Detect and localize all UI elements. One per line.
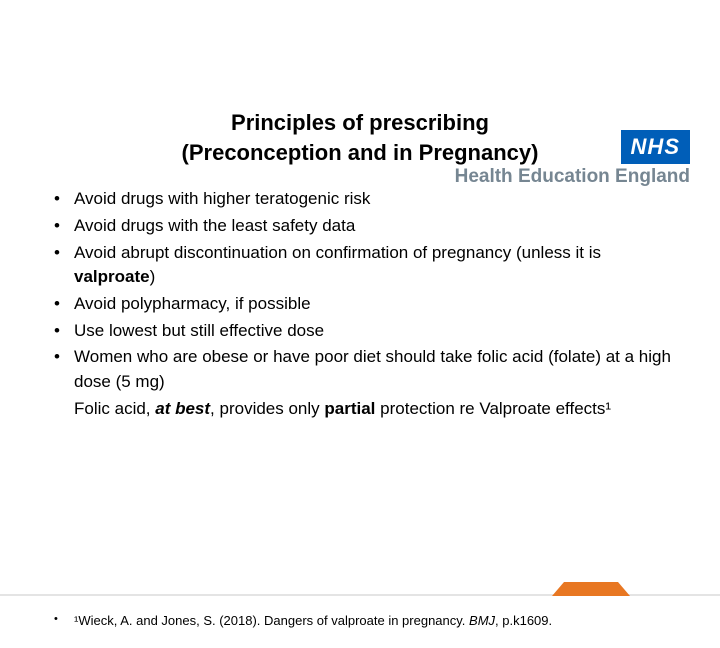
accent-tab [552, 582, 630, 596]
text: Folic acid, [74, 399, 155, 418]
list-item: Avoid polypharmacy, if possible [48, 292, 680, 317]
continuation-line: Folic acid, at best, provides only parti… [48, 397, 680, 422]
citation-journal: BMJ [469, 613, 495, 628]
citation: ¹Wieck, A. and Jones, S. (2018). Dangers… [48, 613, 690, 628]
nhs-logo: NHS [621, 130, 690, 164]
title-line-2: (Preconception and in Pregnancy) [182, 140, 539, 165]
bold-text: partial [324, 399, 375, 418]
bold-italic-text: at best [155, 399, 210, 418]
title-line-1: Principles of prescribing [231, 110, 489, 135]
list-item: Avoid abrupt discontinuation on confirma… [48, 241, 680, 290]
list-item: Avoid drugs with the least safety data [48, 214, 680, 239]
list-item: Use lowest but still effective dose [48, 319, 680, 344]
text: protection re Valproate effects¹ [375, 399, 611, 418]
bullet-list: Avoid drugs with higher teratogenic risk… [48, 187, 680, 394]
slide-title: Principles of prescribing (Preconception… [0, 108, 720, 167]
text: Women who are obese or have poor diet sh… [74, 347, 671, 391]
text: ) [150, 267, 156, 286]
text: , provides only [210, 399, 324, 418]
citation-text: , p.k1609. [495, 613, 552, 628]
citation-text: ¹Wieck, A. and Jones, S. (2018). Dangers… [74, 613, 469, 628]
list-item: Avoid drugs with higher teratogenic risk [48, 187, 680, 212]
content-area: Avoid drugs with higher teratogenic risk… [0, 187, 720, 421]
list-item: Women who are obese or have poor diet sh… [48, 345, 680, 394]
bold-text: valproate [74, 267, 150, 286]
org-name: Health Education England [455, 166, 690, 188]
text: Avoid abrupt discontinuation on confirma… [74, 243, 601, 262]
